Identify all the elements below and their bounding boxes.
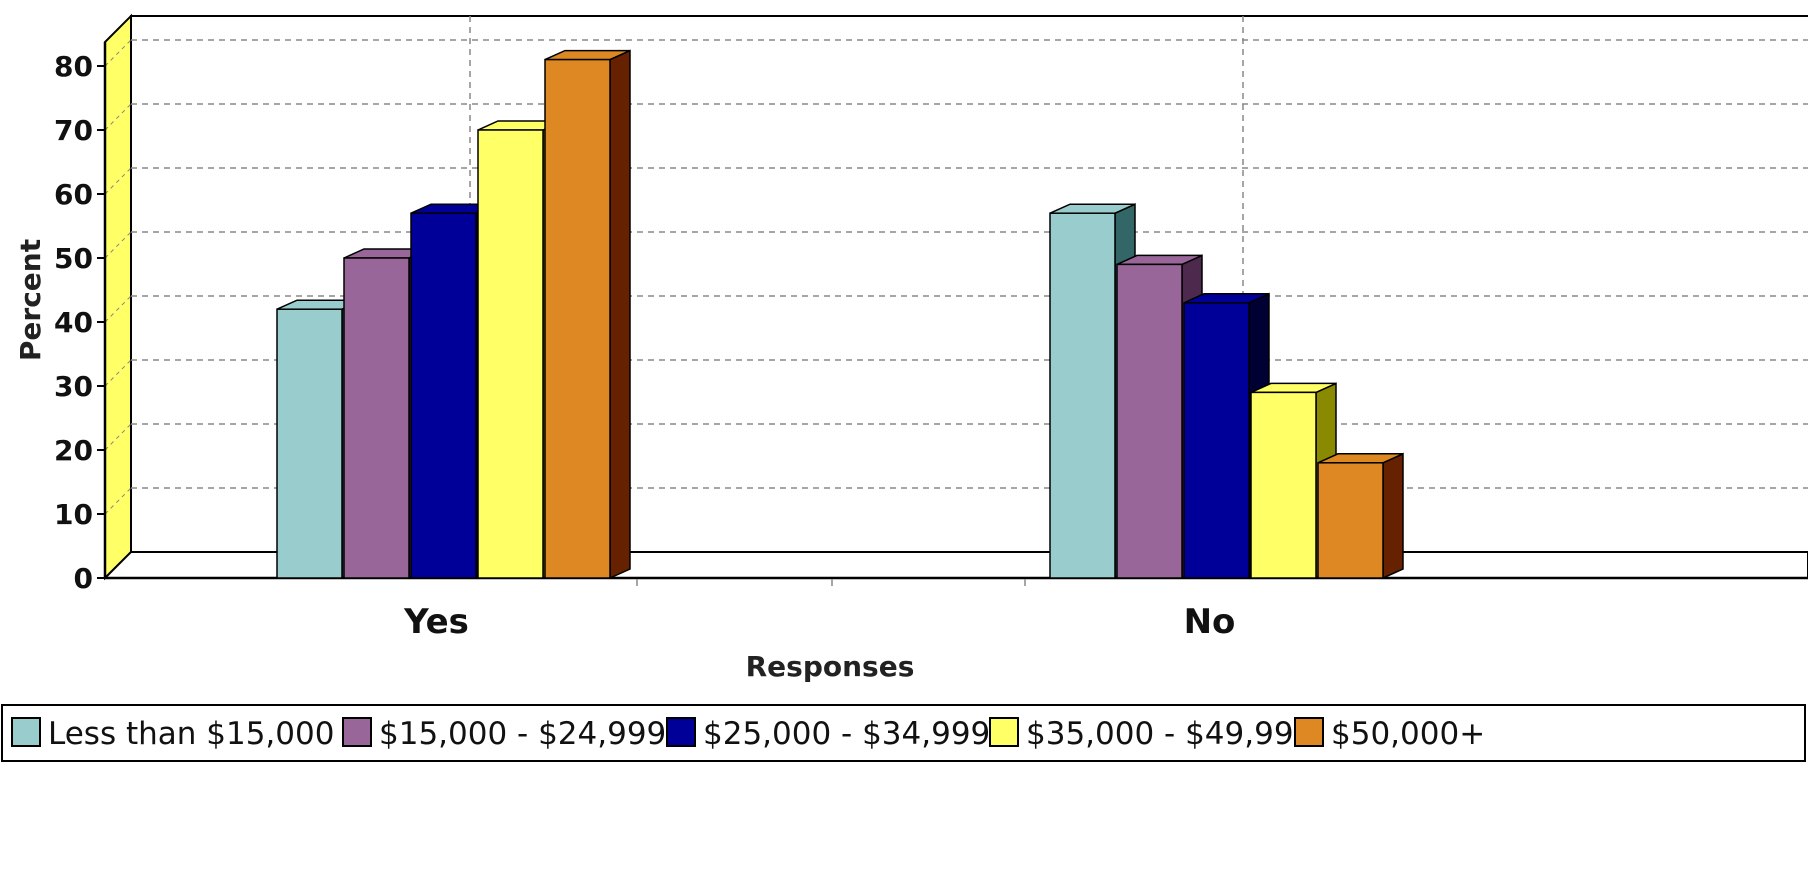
bar-front bbox=[343, 257, 410, 579]
legend-label: $15,000 - $24,999 bbox=[379, 716, 666, 752]
gridline-side bbox=[104, 167, 132, 195]
legend-item: $35,000 - $49,999 bbox=[989, 716, 1313, 752]
x-category-label: No bbox=[1184, 602, 1236, 642]
bar-front bbox=[1250, 391, 1317, 579]
bar bbox=[544, 49, 631, 580]
y-tick-label: 60 bbox=[54, 178, 93, 211]
y-axis-title: Percent bbox=[14, 239, 47, 361]
gridline-side bbox=[104, 103, 132, 131]
legend-swatch bbox=[11, 717, 41, 747]
bars bbox=[276, 49, 1404, 580]
gridline-side bbox=[104, 359, 132, 387]
bar-front bbox=[410, 212, 477, 579]
bar-front bbox=[477, 129, 544, 579]
gridline-side bbox=[104, 231, 132, 259]
y-tick-label: 30 bbox=[54, 370, 93, 403]
bar-front bbox=[276, 308, 343, 579]
legend-swatch bbox=[666, 717, 696, 747]
legend-label: $35,000 - $49,999 bbox=[1026, 716, 1313, 752]
legend: Less than $15,000 $15,000 - $24,999 $25,00… bbox=[1, 704, 1806, 762]
bar bbox=[1183, 292, 1270, 580]
legend-item: $50,000+ bbox=[1294, 716, 1485, 752]
gridline-side bbox=[104, 487, 132, 515]
legend-label: Less than $15,000 bbox=[48, 716, 334, 752]
bar-front bbox=[1317, 462, 1384, 579]
gridline-side bbox=[104, 39, 132, 67]
y-tick-label: 50 bbox=[54, 242, 93, 275]
y-tick-label: 10 bbox=[54, 498, 93, 531]
y-tick-label: 20 bbox=[54, 434, 93, 467]
bar-side bbox=[609, 49, 631, 580]
legend-swatch bbox=[342, 717, 372, 747]
bar-side bbox=[1382, 452, 1404, 580]
y-tick-label: 80 bbox=[54, 50, 93, 83]
bar bbox=[1317, 452, 1404, 580]
gridline-side bbox=[104, 295, 132, 323]
legend-item: $25,000 - $34,999 bbox=[666, 716, 990, 752]
bar-front bbox=[1116, 263, 1183, 579]
x-category-label: Yes bbox=[403, 602, 469, 642]
gridline-side bbox=[104, 423, 132, 451]
legend-label: $25,000 - $34,999 bbox=[703, 716, 990, 752]
bar-front bbox=[1183, 302, 1250, 579]
y-tick-label: 0 bbox=[74, 562, 93, 595]
legend-item: Less than $15,000 bbox=[11, 716, 334, 752]
bar-front bbox=[1049, 212, 1116, 579]
bar-front bbox=[544, 58, 611, 579]
legend-item: $15,000 - $24,999 bbox=[342, 716, 666, 752]
legend-label: $50,000+ bbox=[1331, 716, 1485, 752]
legend-swatch bbox=[989, 717, 1019, 747]
legend-swatch bbox=[1294, 717, 1324, 747]
side-wall bbox=[104, 13, 132, 581]
y-tick-label: 70 bbox=[54, 114, 93, 147]
y-tick-label: 40 bbox=[54, 306, 93, 339]
x-axis-title: Responses bbox=[746, 650, 915, 683]
legend-box bbox=[1, 704, 1806, 762]
